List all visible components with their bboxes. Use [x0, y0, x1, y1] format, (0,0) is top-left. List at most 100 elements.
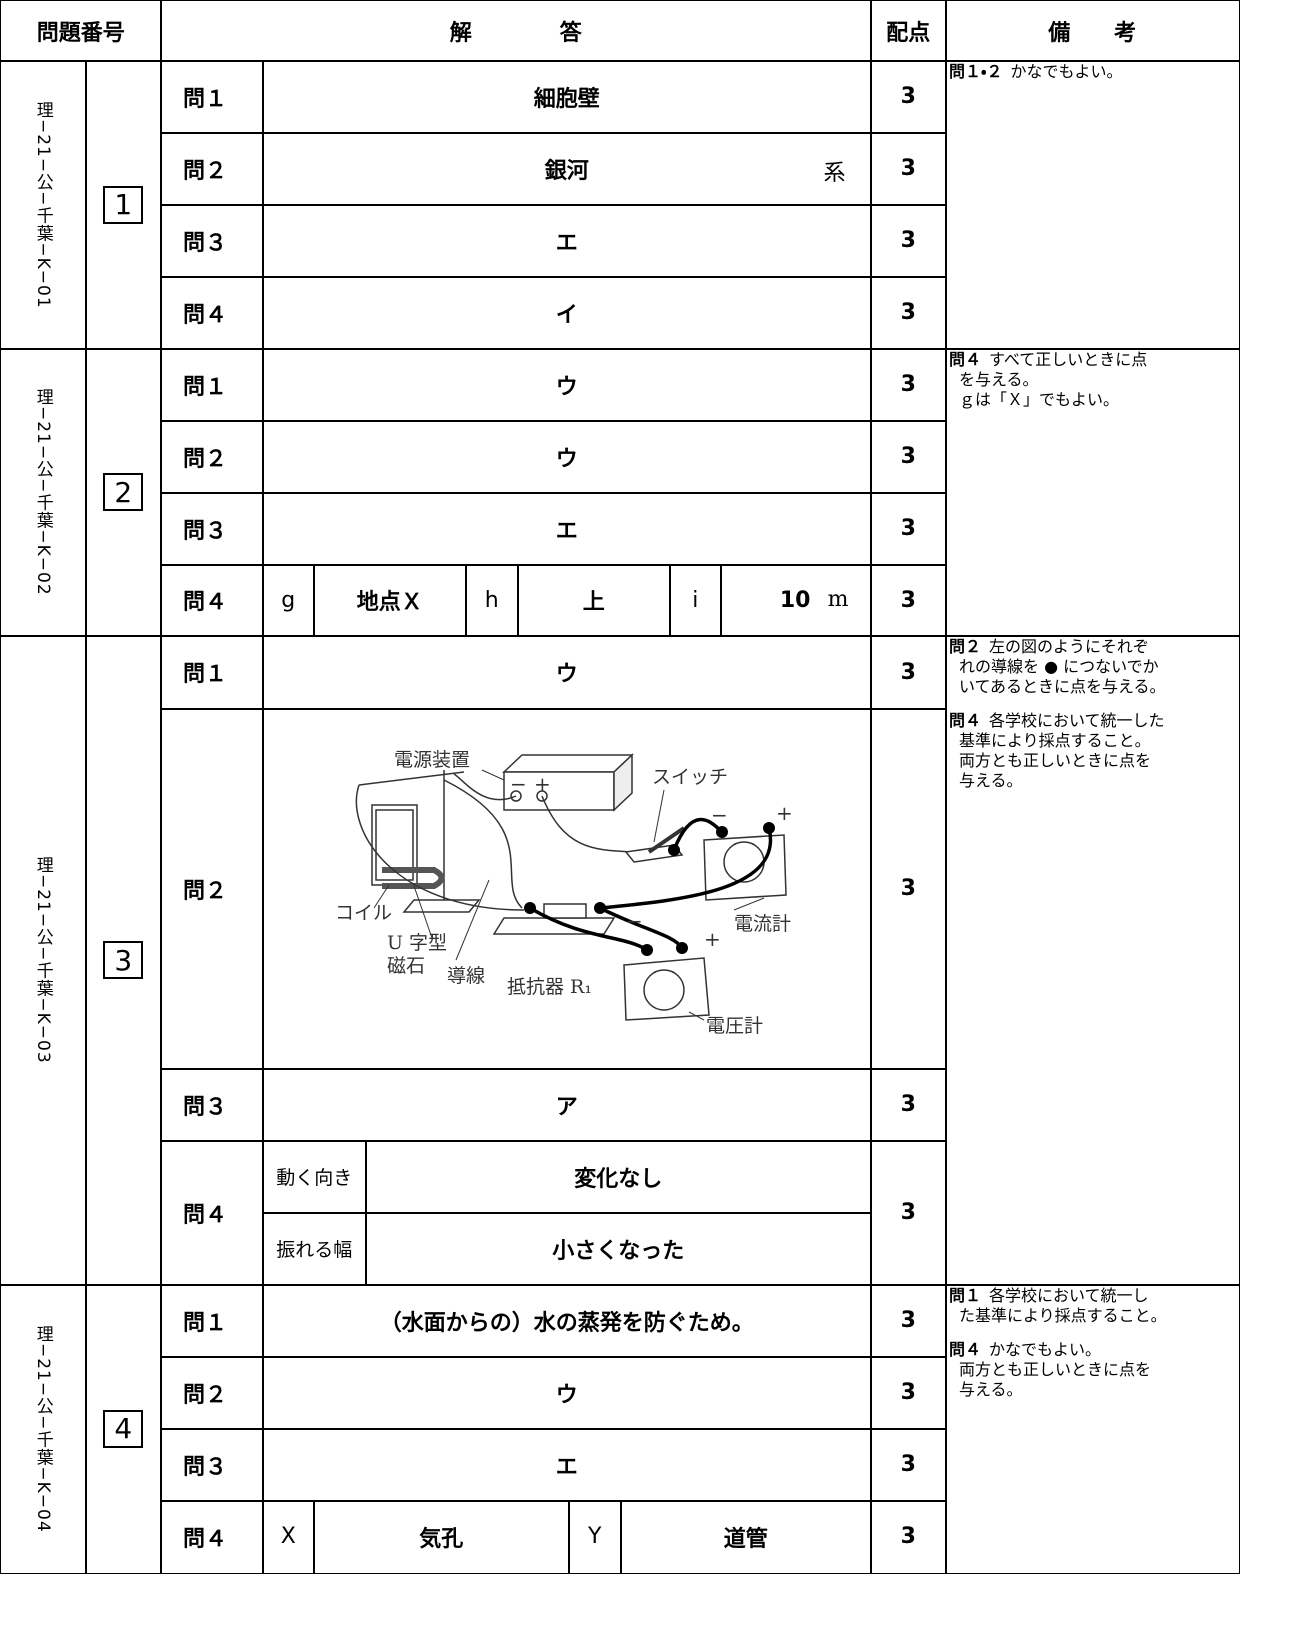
section-code-text: 理−21−公−千葉−K−04 — [32, 1324, 53, 1533]
figure-label: 電源装置 — [394, 749, 470, 771]
points: 3 — [870, 564, 947, 637]
points: 3 — [870, 60, 947, 134]
figure-label: 導線 — [447, 965, 485, 987]
question-label: 問１ — [160, 1284, 264, 1358]
remark-line: 各学校において統一した — [989, 711, 1165, 730]
points: 3 — [870, 708, 947, 1070]
section-number: 1 — [103, 185, 144, 224]
question-label: 問３ — [160, 1068, 264, 1142]
sub-label: 振れる幅 — [262, 1212, 367, 1286]
section-number-cell: 1 — [85, 60, 162, 350]
question-label: 問２ — [160, 1356, 264, 1430]
answer: 細胞壁 — [262, 60, 872, 134]
remark-line: 各学校において統一し — [989, 1286, 1149, 1305]
answer: 小さくなった — [365, 1212, 872, 1286]
question-label: 問３ — [160, 492, 264, 566]
question-label: 問３ — [160, 204, 264, 278]
answer: ウ — [262, 635, 872, 710]
remark-line: れの導線を ● につないでか — [959, 657, 1159, 676]
answer-part: h — [465, 564, 519, 637]
circuit-figure: 電源装置 スイッチ コイル U 字型 磁石 導線 抵抗器 R₁ 電流計 電圧計 … — [335, 749, 793, 1037]
remark-line: かなでもよい。 — [989, 1340, 1102, 1359]
remark-line: いてあるときに点を与える。 — [959, 677, 1166, 696]
points: 3 — [870, 1284, 947, 1358]
points: 3 — [870, 420, 947, 494]
header-cell: 解 答 — [160, 0, 872, 62]
points: 3 — [870, 1356, 947, 1430]
remark: 問１ 各学校において統一し た基準により採点すること。 — [949, 1286, 1236, 1326]
figure-label: 抵抗器 R₁ — [507, 976, 592, 998]
section-code-text: 理−21−公−千葉−K−01 — [32, 100, 53, 309]
answer: エ — [262, 1428, 872, 1502]
remark: 問１・２ かなでもよい。 — [949, 62, 1236, 82]
answer-part: 道管 — [620, 1500, 872, 1574]
remark-head: 問４ — [949, 1340, 982, 1359]
question-label: 問２ — [160, 708, 264, 1070]
question-label: 問２ — [160, 132, 264, 206]
section-number-cell: 2 — [85, 348, 162, 637]
answer-part: 10 m — [720, 564, 872, 637]
remark-line: かなでもよい。 — [1010, 62, 1123, 81]
answer-suffix: 系 — [823, 161, 846, 186]
remark-line: 両方とも正しいときに点を — [959, 1360, 1152, 1379]
figure-sign: − — [510, 772, 527, 796]
section-code: 理−21−公−千葉−K−01 — [0, 60, 87, 350]
figure-sign: − — [626, 909, 643, 933]
section-number: 3 — [103, 941, 144, 980]
remarks-cell — [945, 60, 1240, 350]
remark: 問２ 左の図のようにそれぞ れの導線を ● につないでか いてあるときに点を与える。 — [949, 637, 1236, 697]
points: 3 — [870, 132, 947, 206]
answer: ウ — [262, 1356, 872, 1430]
figure-label: 電圧計 — [706, 1015, 763, 1037]
figure-label: コイル — [335, 902, 392, 924]
answer: ア — [262, 1068, 872, 1142]
remark: 問４ 各学校において統一した 基準により採点すること。 両方とも正しいときに点を 与える… — [949, 711, 1236, 791]
answer-part: X — [262, 1500, 315, 1574]
question-label: 問３ — [160, 1428, 264, 1502]
answer-part: g — [262, 564, 315, 637]
answer: ウ — [262, 420, 872, 494]
remark-line: を与える。 — [959, 370, 1039, 389]
figure-cell — [262, 708, 872, 1070]
question-label: 問１ — [160, 635, 264, 710]
remark-head: 問４ — [949, 350, 982, 369]
remark-head: 問２ — [949, 637, 982, 656]
remark-head: 問１ — [949, 1286, 982, 1305]
answer: （水面からの）水の蒸発を防ぐため。 — [262, 1284, 872, 1358]
points: 3 — [870, 1500, 947, 1574]
answer-part: 上 — [517, 564, 671, 637]
points: 3 — [870, 204, 947, 278]
answer: ウ — [262, 348, 872, 422]
question-label: 問２ — [160, 420, 264, 494]
points: 3 — [870, 1068, 947, 1142]
answer: エ — [262, 204, 872, 278]
section-code: 理−21−公−千葉−K−02 — [0, 348, 87, 637]
points: 3 — [870, 635, 947, 710]
answer-unit: m — [827, 586, 849, 612]
remark-head: 問１・２ — [949, 62, 1003, 81]
remark-line: ｇは「Ｘ」でもよい。 — [959, 390, 1120, 409]
remark-line: 基準により採点すること。 — [959, 731, 1151, 750]
section-code: 理−21−公−千葉−K−03 — [0, 635, 87, 1286]
question-label: 問４ — [160, 1500, 264, 1574]
question-label: 問１ — [160, 348, 264, 422]
figure-label: U 字型 — [387, 932, 447, 954]
remark-head: 問４ — [949, 711, 982, 730]
remark-line: 与える。 — [959, 771, 1023, 790]
answer: エ — [262, 492, 872, 566]
question-label: 問１ — [160, 60, 264, 134]
question-label: 問４ — [160, 564, 264, 637]
answer: 銀河系 — [262, 132, 872, 206]
figure-label: スイッチ — [652, 766, 728, 788]
answer: 変化なし — [365, 1140, 872, 1214]
figure-sign: + — [776, 801, 793, 825]
header-cell: 配点 — [870, 0, 947, 62]
points: 3 — [870, 276, 947, 350]
remark-line: すべて正しいときに点 — [989, 350, 1148, 369]
points: 3 — [870, 348, 947, 422]
remark-line: た基準により採点すること。 — [959, 1306, 1167, 1325]
answer: イ — [262, 276, 872, 350]
answer-part: Y — [568, 1500, 622, 1574]
figure-sign: + — [534, 772, 551, 796]
